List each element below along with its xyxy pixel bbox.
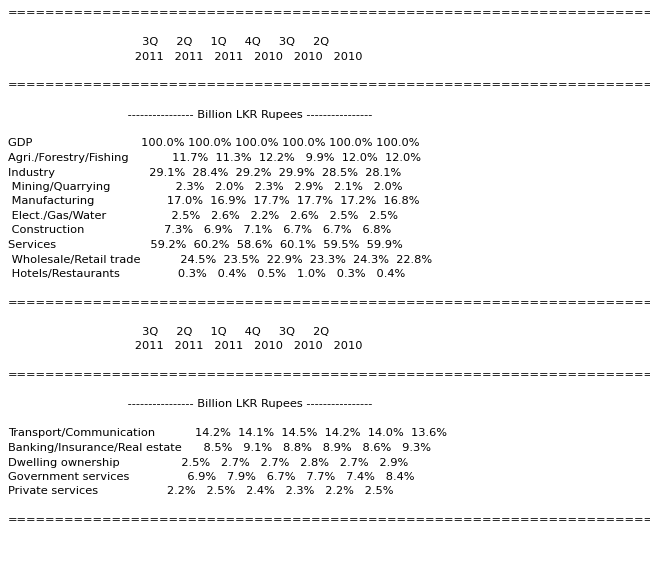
Text: Mining/Quarrying                  2.3%   2.0%   2.3%   2.9%   2.1%   2.0%: Mining/Quarrying 2.3% 2.0% 2.3% 2.9% 2.1…: [8, 182, 402, 192]
Text: GDP                              100.0% 100.0% 100.0% 100.0% 100.0% 100.0%: GDP 100.0% 100.0% 100.0% 100.0% 100.0% 1…: [8, 139, 419, 149]
Text: ==============================================================================: ========================================…: [8, 370, 650, 380]
Text: Elect./Gas/Water                  2.5%   2.6%   2.2%   2.6%   2.5%   2.5%: Elect./Gas/Water 2.5% 2.6% 2.2% 2.6% 2.5…: [8, 211, 398, 221]
Text: ==============================================================================: ========================================…: [8, 298, 650, 308]
Text: Government services                6.9%   7.9%   6.7%   7.7%   7.4%   8.4%: Government services 6.9% 7.9% 6.7% 7.7% …: [8, 472, 415, 482]
Text: Agri./Forestry/Fishing            11.7%  11.3%  12.2%   9.9%  12.0%  12.0%: Agri./Forestry/Fishing 11.7% 11.3% 12.2%…: [8, 153, 421, 163]
Text: Services                          59.2%  60.2%  58.6%  60.1%  59.5%  59.9%: Services 59.2% 60.2% 58.6% 60.1% 59.5% 5…: [8, 240, 403, 250]
Text: Private services                   2.2%   2.5%   2.4%   2.3%   2.2%   2.5%: Private services 2.2% 2.5% 2.4% 2.3% 2.2…: [8, 486, 393, 496]
Text: ==============================================================================: ========================================…: [8, 8, 650, 18]
Text: Industry                          29.1%  28.4%  29.2%  29.9%  28.5%  28.1%: Industry 29.1% 28.4% 29.2% 29.9% 28.5% 2…: [8, 168, 401, 177]
Text: Manufacturing                    17.0%  16.9%  17.7%  17.7%  17.2%  16.8%: Manufacturing 17.0% 16.9% 17.7% 17.7% 17…: [8, 196, 419, 206]
Text: Transport/Communication           14.2%  14.1%  14.5%  14.2%  14.0%  13.6%: Transport/Communication 14.2% 14.1% 14.5…: [8, 429, 447, 439]
Text: ==============================================================================: ========================================…: [8, 80, 650, 90]
Text: 3Q     2Q     1Q     4Q     3Q     2Q: 3Q 2Q 1Q 4Q 3Q 2Q: [8, 327, 329, 337]
Text: 2011   2011   2011   2010   2010   2010: 2011 2011 2011 2010 2010 2010: [8, 342, 363, 352]
Text: Hotels/Restaurants                0.3%   0.4%   0.5%   1.0%   0.3%   0.4%: Hotels/Restaurants 0.3% 0.4% 0.5% 1.0% 0…: [8, 269, 405, 279]
Text: Dwelling ownership                 2.5%   2.7%   2.7%   2.8%   2.7%   2.9%: Dwelling ownership 2.5% 2.7% 2.7% 2.8% 2…: [8, 458, 408, 467]
Text: ---------------- Billion LKR Rupees ----------------: ---------------- Billion LKR Rupees ----…: [8, 399, 372, 410]
Text: 3Q     2Q     1Q     4Q     3Q     2Q: 3Q 2Q 1Q 4Q 3Q 2Q: [8, 37, 329, 47]
Text: Wholesale/Retail trade           24.5%  23.5%  22.9%  23.3%  24.3%  22.8%: Wholesale/Retail trade 24.5% 23.5% 22.9%…: [8, 255, 432, 264]
Text: ---------------- Billion LKR Rupees ----------------: ---------------- Billion LKR Rupees ----…: [8, 109, 372, 119]
Text: Banking/Insurance/Real estate      8.5%   9.1%   8.8%   8.9%   8.6%   9.3%: Banking/Insurance/Real estate 8.5% 9.1% …: [8, 443, 431, 453]
Text: Construction                      7.3%   6.9%   7.1%   6.7%   6.7%   6.8%: Construction 7.3% 6.9% 7.1% 6.7% 6.7% 6.…: [8, 226, 391, 236]
Text: 2011   2011   2011   2010   2010   2010: 2011 2011 2011 2010 2010 2010: [8, 52, 363, 62]
Text: ==============================================================================: ========================================…: [8, 516, 650, 526]
